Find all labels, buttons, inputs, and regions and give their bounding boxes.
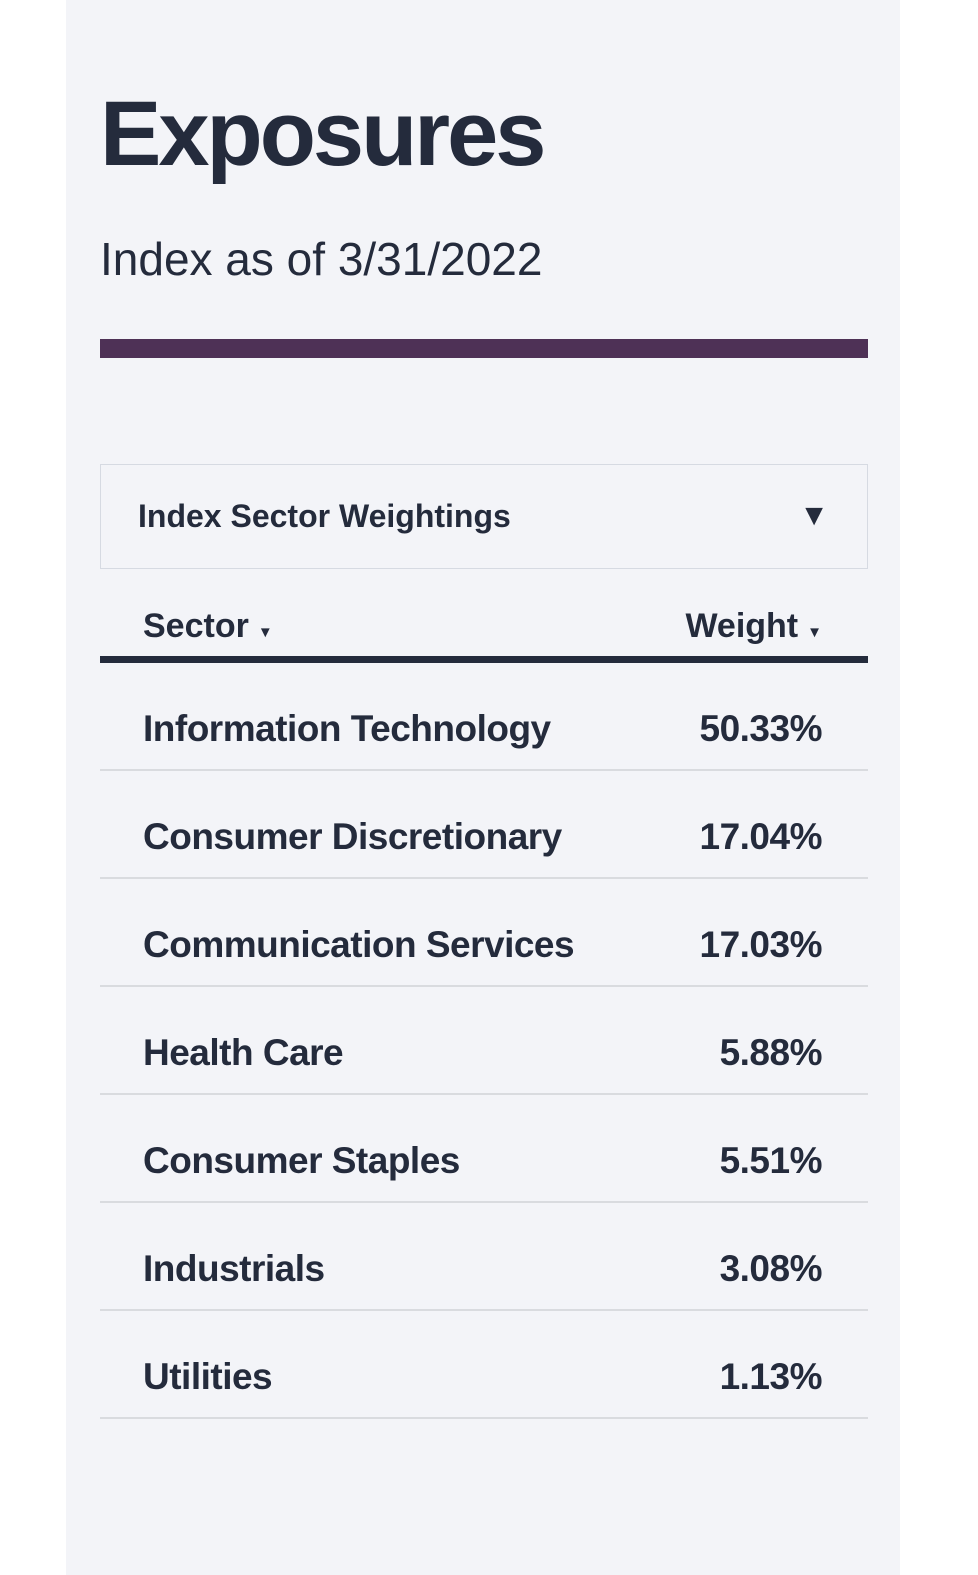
table-row: Utilities 1.13% [100,1311,868,1419]
page-subtitle: Index as of 3/31/2022 [100,232,543,285]
accent-bar [100,338,868,358]
view-selector-dropdown[interactable]: Index Sector Weightings ▼ [100,463,868,569]
table-row: Information Technology 50.33% [100,663,868,771]
weight-value-cell: 5.51% [719,1139,823,1181]
sector-weightings-table: Sector ▼ Weight ▼ Information Technology… [100,569,868,1419]
sector-name-cell: Health Care [143,1031,344,1073]
table-row: Industrials 3.08% [100,1203,868,1311]
sector-name-cell: Consumer Discretionary [143,815,562,857]
column-header-weight-label: Weight [685,606,799,645]
sector-name-cell: Consumer Staples [143,1139,460,1181]
sector-name-cell: Industrials [143,1247,325,1289]
weight-value-cell: 1.13% [719,1355,823,1397]
weight-value-cell: 5.88% [719,1031,823,1073]
exposures-panel: Exposures Index as of 3/31/2022 Index Se… [66,0,900,1575]
column-header-weight[interactable]: Weight ▼ [685,607,822,646]
weight-value-cell: 3.08% [719,1247,823,1289]
page-title: Exposures [100,83,546,185]
sector-name-cell: Information Technology [143,707,551,749]
sector-name-cell: Communication Services [143,923,575,965]
table-row: Health Care 5.88% [100,987,868,1095]
sort-descending-icon: ▼ [257,623,273,641]
weight-value-cell: 50.33% [699,707,823,749]
table-row: Consumer Discretionary 17.04% [100,771,868,879]
chevron-down-icon: ▼ [799,499,829,533]
table-header-row: Sector ▼ Weight ▼ [100,569,868,663]
dropdown-selected-label: Index Sector Weightings [138,497,511,534]
table-row: Communication Services 17.03% [100,879,868,987]
sort-descending-icon: ▼ [807,623,822,641]
table-row: Consumer Staples 5.51% [100,1095,868,1203]
weight-value-cell: 17.04% [699,815,823,857]
sector-name-cell: Utilities [143,1355,273,1397]
column-header-sector-label: Sector [143,606,249,645]
column-header-sector[interactable]: Sector ▼ [143,607,273,646]
weight-value-cell: 17.03% [699,923,823,965]
